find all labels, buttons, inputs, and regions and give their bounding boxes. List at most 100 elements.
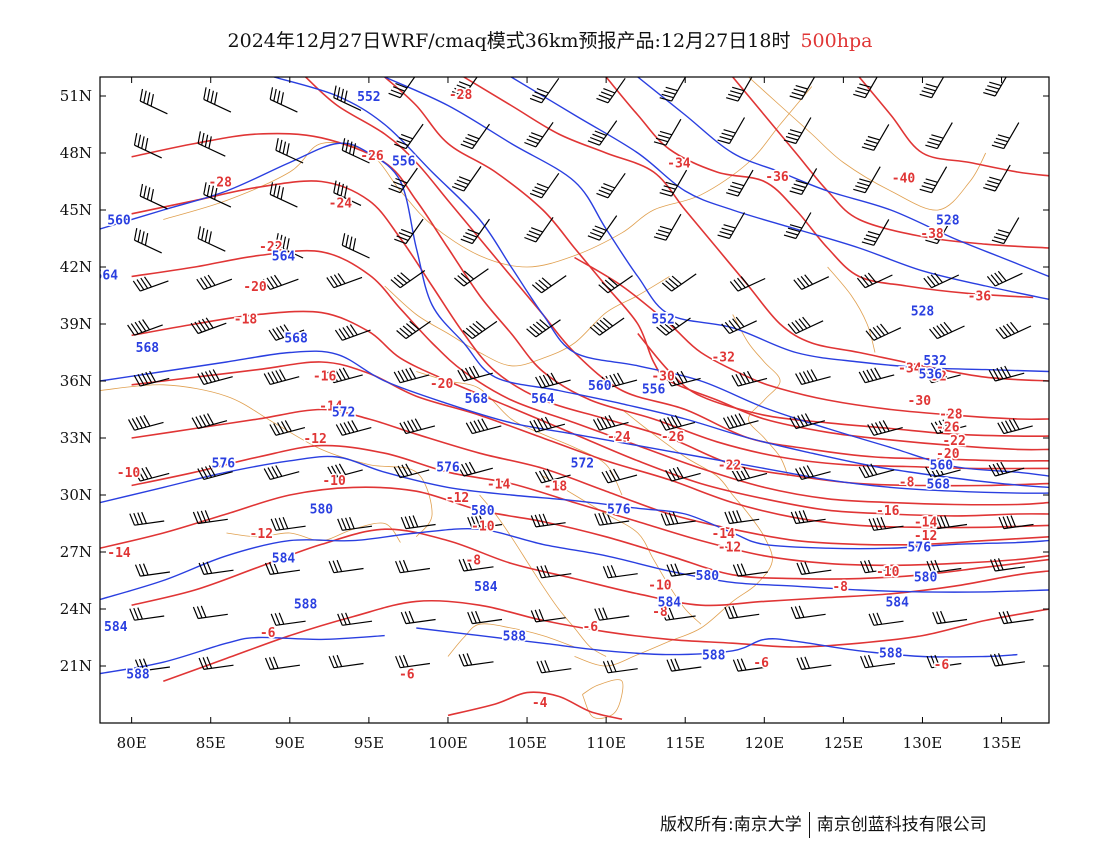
y-tick-label: 24N <box>60 600 92 618</box>
temperature-label: -8 <box>652 605 668 620</box>
wind-barb <box>988 461 1025 477</box>
wind-barb <box>535 468 571 484</box>
wind-barb <box>458 653 494 667</box>
temperature-contour--10 <box>100 486 1049 580</box>
wind-barb <box>856 272 893 289</box>
wind-barb <box>129 511 165 526</box>
wind-barb <box>997 418 1033 435</box>
wind-barb <box>451 166 482 192</box>
wind-barb <box>721 316 757 335</box>
wind-barb <box>191 413 228 430</box>
wind-barb <box>465 418 502 435</box>
wind-barb <box>393 463 430 479</box>
wind-barb <box>717 117 746 145</box>
wind-barb <box>467 610 503 625</box>
wind-barb <box>458 558 494 572</box>
height-contour-560 <box>273 77 1049 477</box>
chart-title: 2024年12月27日WRF/cmaq模式36km预报产品:12月27日18时 5… <box>0 26 1100 53</box>
temperature-contour--36 <box>605 77 1034 299</box>
wind-barb <box>530 609 566 623</box>
height-contour-588 <box>100 634 385 675</box>
wind-barb <box>919 166 948 194</box>
y-tick-label: 21N <box>60 657 92 675</box>
wind-barb <box>333 85 362 111</box>
wind-barb <box>327 367 363 384</box>
wind-barb <box>587 215 618 241</box>
y-tick-label: 42N <box>60 258 92 276</box>
height-label: 556 <box>392 155 416 170</box>
temperature-contour--8 <box>131 528 1049 607</box>
x-tick-label: 85E <box>196 734 226 752</box>
temperature-label: -6 <box>582 620 598 635</box>
wind-barb <box>192 510 228 525</box>
temperature-contour--4 <box>447 691 623 720</box>
wind-barb <box>990 558 1025 572</box>
wind-barb <box>341 138 370 164</box>
wind-barb <box>395 559 430 574</box>
wind-barb <box>594 511 630 526</box>
x-tick-label: 130E <box>903 734 943 752</box>
wind-barb <box>462 320 498 340</box>
wind-barb <box>795 465 831 480</box>
wind-barb <box>400 515 436 530</box>
height-label: 556 <box>642 383 666 398</box>
wind-barb <box>990 653 1025 667</box>
x-tick-label: 100E <box>428 734 468 752</box>
height-label: 584 <box>272 552 296 567</box>
x-tick-label: 90E <box>275 734 305 752</box>
x-tick-label: 80E <box>117 734 147 752</box>
height-label: 576 <box>607 502 631 517</box>
wind-barb <box>601 468 638 484</box>
wind-barb <box>530 513 566 528</box>
border-line <box>479 494 607 657</box>
wind-barb <box>726 77 753 102</box>
wind-barb <box>795 369 831 385</box>
wind-barb <box>270 516 306 531</box>
wind-barb <box>925 217 953 245</box>
wind-barb <box>262 274 299 290</box>
temperature-label: -30 <box>651 369 675 384</box>
temperature-label: -10 <box>322 474 346 489</box>
height-label: 584 <box>104 620 128 635</box>
wind-barb <box>666 563 702 577</box>
wind-barb <box>783 212 812 240</box>
height-contour-552 <box>384 77 1049 373</box>
height-contour-536 <box>637 77 1049 278</box>
wind-barb <box>529 416 566 433</box>
temperature-label: -30 <box>908 394 932 409</box>
wind-barb <box>653 213 682 241</box>
temperature-label: -8 <box>832 580 848 595</box>
wind-barb <box>926 559 962 574</box>
wind-barb <box>197 465 233 480</box>
title-main: 2024年12月27日WRF/cmaq模式36km预报产品:12月27日18时 <box>227 30 791 52</box>
x-tick-label: 135E <box>982 734 1022 752</box>
temperature-label: -6 <box>753 656 769 671</box>
wind-barb <box>853 166 881 194</box>
wind-barb <box>932 610 968 625</box>
wind-barb <box>601 372 638 389</box>
wind-barb <box>592 415 629 431</box>
y-tick-label: 51N <box>60 87 92 105</box>
height-label: 588 <box>702 649 726 664</box>
pressure-level: 500hpa <box>800 30 873 52</box>
wind-barb <box>653 118 682 146</box>
temperature-label: -4 <box>532 696 548 711</box>
temperature-contour--28 <box>384 77 1049 451</box>
wind-barb <box>796 656 832 670</box>
wind-barb <box>264 561 300 575</box>
height-label: 560 <box>588 379 612 394</box>
border-line <box>542 475 702 625</box>
wind-barb <box>867 420 903 436</box>
temperature-label: -26 <box>360 149 384 164</box>
wind-barb <box>139 183 168 210</box>
temperature-label: -10 <box>876 565 900 580</box>
height-label: 564 <box>272 250 296 265</box>
temperature-label: -28 <box>449 88 473 103</box>
temperature-label: -16 <box>313 369 337 384</box>
wind-barb <box>268 324 305 341</box>
height-label: 528 <box>936 214 960 229</box>
temperature-label: -20 <box>243 280 267 295</box>
wind-barb <box>666 658 702 672</box>
credit-company: 南京创蓝科技有限公司 <box>816 815 987 835</box>
temperature-label: -12 <box>718 540 741 555</box>
